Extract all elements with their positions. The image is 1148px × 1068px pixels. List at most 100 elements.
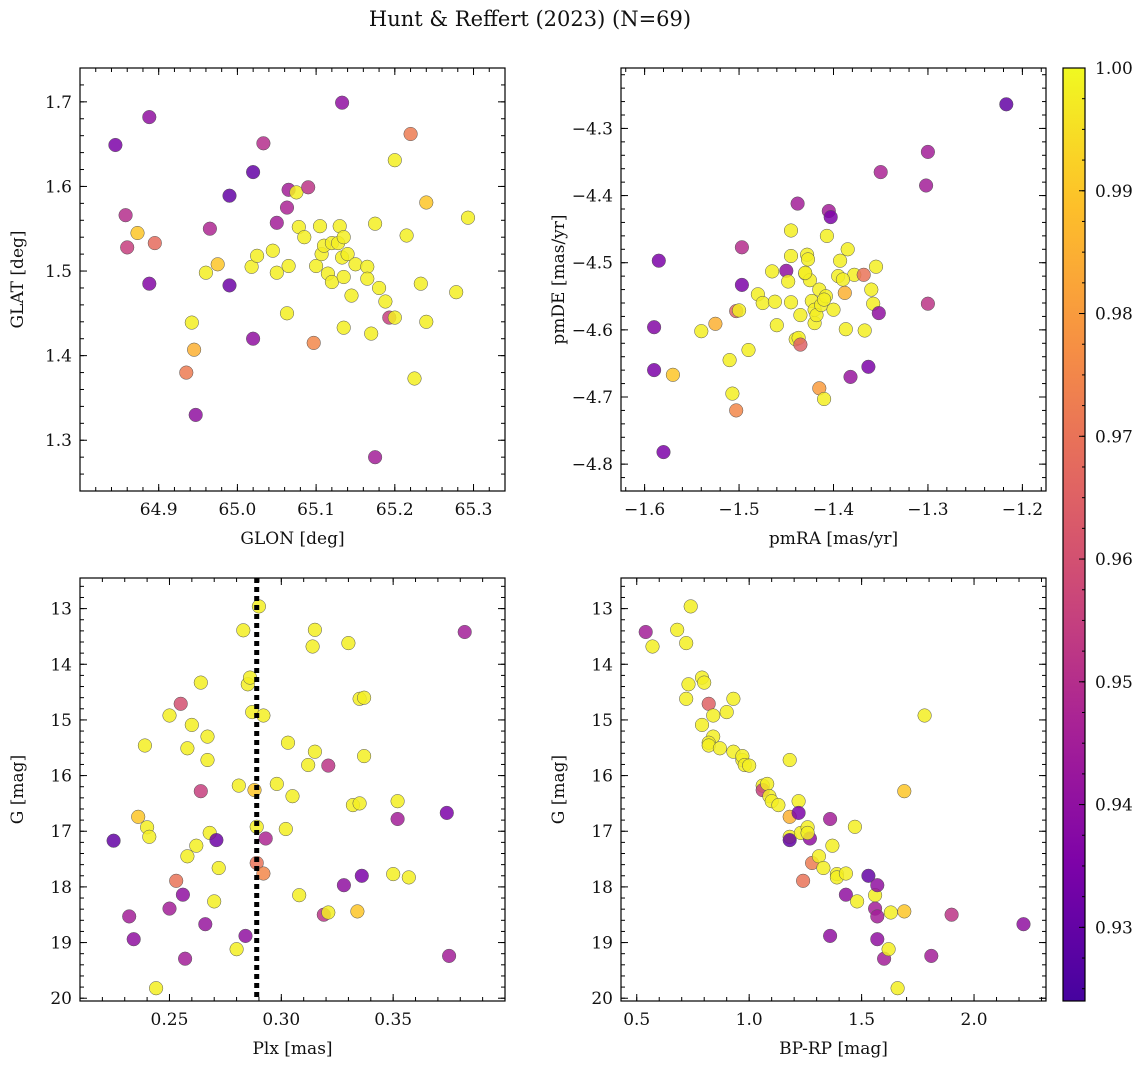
data-point bbox=[755, 295, 770, 311]
data-point bbox=[207, 894, 222, 909]
data-point bbox=[269, 265, 284, 280]
x-tick-label: 65.2 bbox=[376, 500, 414, 520]
y-tick-label: 1.4 bbox=[45, 347, 72, 367]
data-point bbox=[364, 326, 379, 341]
data-point bbox=[897, 784, 912, 799]
data-point bbox=[870, 909, 885, 924]
data-point bbox=[265, 243, 280, 258]
data-point bbox=[297, 230, 312, 245]
x-tick-label: −1.5 bbox=[718, 500, 759, 520]
x-axis-label: GLON [deg] bbox=[240, 529, 344, 549]
data-point bbox=[694, 717, 710, 732]
data-point bbox=[825, 838, 840, 853]
data-point bbox=[837, 285, 852, 300]
data-point bbox=[838, 322, 853, 337]
y-tick-label: 14 bbox=[591, 655, 613, 675]
panel-pmra-pmde: −1.6 −1.5 −1.4 −1.3 −1.2 −4.8 −4.7 −4.6 −4.5 −4.4… bbox=[549, 67, 1047, 549]
data-point bbox=[350, 904, 365, 919]
x-tick-label: 2.0 bbox=[961, 1010, 988, 1030]
x-tick-label: −1.2 bbox=[1002, 500, 1043, 520]
panel-bprp-gmag: 0.5 1.0 1.5 2.0 13 14 15 16 17 18 19 20 BP-RP [mag] G… bbox=[549, 577, 1047, 1059]
data-point bbox=[246, 165, 261, 180]
data-point bbox=[130, 225, 145, 241]
data-point bbox=[767, 294, 782, 309]
data-point bbox=[694, 324, 709, 339]
y-tick-label: 16 bbox=[50, 767, 72, 787]
data-point bbox=[142, 110, 157, 125]
data-point bbox=[665, 367, 680, 382]
data-point bbox=[390, 794, 405, 809]
data-point bbox=[348, 257, 363, 272]
data-point bbox=[399, 228, 414, 243]
data-point bbox=[742, 758, 757, 773]
data-point bbox=[793, 308, 808, 323]
data-point bbox=[920, 296, 935, 311]
data-point bbox=[897, 904, 912, 919]
data-point bbox=[868, 259, 884, 274]
data-point bbox=[289, 185, 304, 200]
data-point bbox=[783, 248, 799, 264]
data-point bbox=[681, 677, 696, 692]
y-tick-label: 19 bbox=[50, 934, 72, 954]
data-point bbox=[256, 136, 271, 151]
x-tick-label: 0.25 bbox=[151, 1010, 189, 1030]
data-point bbox=[278, 821, 293, 837]
y-tick-label: 18 bbox=[591, 878, 613, 898]
data-point bbox=[881, 942, 896, 957]
data-point bbox=[782, 752, 797, 768]
data-point bbox=[246, 331, 261, 346]
data-point bbox=[184, 315, 199, 330]
y-tick-label: 15 bbox=[591, 711, 613, 731]
data-point bbox=[850, 894, 865, 909]
y-tick-label: −4.7 bbox=[572, 388, 613, 408]
data-point bbox=[280, 735, 296, 750]
data-point bbox=[189, 838, 204, 853]
data-point bbox=[712, 741, 727, 756]
data-point bbox=[838, 866, 853, 881]
data-point bbox=[1016, 917, 1031, 932]
data-point bbox=[783, 223, 799, 238]
points-group bbox=[108, 95, 476, 465]
y-tick-label: 20 bbox=[591, 989, 613, 1009]
colorbar-tick-label: 0.97 bbox=[1095, 427, 1133, 447]
data-point bbox=[210, 257, 225, 272]
x-tick-label: 1.5 bbox=[848, 1010, 875, 1030]
data-point bbox=[360, 259, 375, 274]
data-point bbox=[419, 195, 434, 210]
data-point bbox=[188, 407, 203, 422]
data-point bbox=[106, 833, 121, 848]
data-point bbox=[229, 942, 244, 957]
data-point bbox=[732, 303, 747, 318]
data-point bbox=[999, 97, 1014, 112]
data-point bbox=[335, 95, 350, 110]
y-tick-label: 20 bbox=[50, 989, 72, 1009]
data-point bbox=[200, 752, 215, 768]
data-point bbox=[826, 302, 841, 317]
data-point bbox=[790, 196, 805, 211]
y-tick-label: 17 bbox=[50, 822, 72, 842]
data-point bbox=[924, 948, 939, 963]
data-point bbox=[180, 741, 195, 756]
y-tick-label: −4.5 bbox=[572, 254, 613, 274]
data-point bbox=[142, 829, 157, 844]
y-tick-label: 1.6 bbox=[45, 177, 72, 197]
panel-glon-glat: 64.9 65.0 65.1 65.2 65.3 1.3 1.4 1.5 1.6 1.7 GLON … bbox=[8, 67, 506, 549]
data-point bbox=[312, 219, 328, 234]
data-point bbox=[823, 928, 838, 943]
data-point bbox=[843, 369, 858, 384]
x-tick-label: 65.1 bbox=[297, 500, 335, 520]
data-point bbox=[292, 888, 307, 903]
colorbar-tick-label: 0.96 bbox=[1095, 550, 1133, 570]
y-axis-label: GLAT [deg] bbox=[8, 230, 28, 328]
data-point bbox=[131, 809, 146, 824]
data-point bbox=[781, 274, 796, 289]
data-point bbox=[175, 887, 190, 902]
data-point bbox=[407, 371, 422, 386]
data-point bbox=[178, 951, 193, 966]
colorbar-tick-label: 0.94 bbox=[1095, 796, 1133, 816]
data-point bbox=[198, 917, 213, 932]
colorbar-tick-label: 0.99 bbox=[1095, 182, 1133, 202]
y-axis-label: pmDE [mas/yr] bbox=[549, 214, 569, 344]
y-tick-label: 17 bbox=[591, 822, 613, 842]
